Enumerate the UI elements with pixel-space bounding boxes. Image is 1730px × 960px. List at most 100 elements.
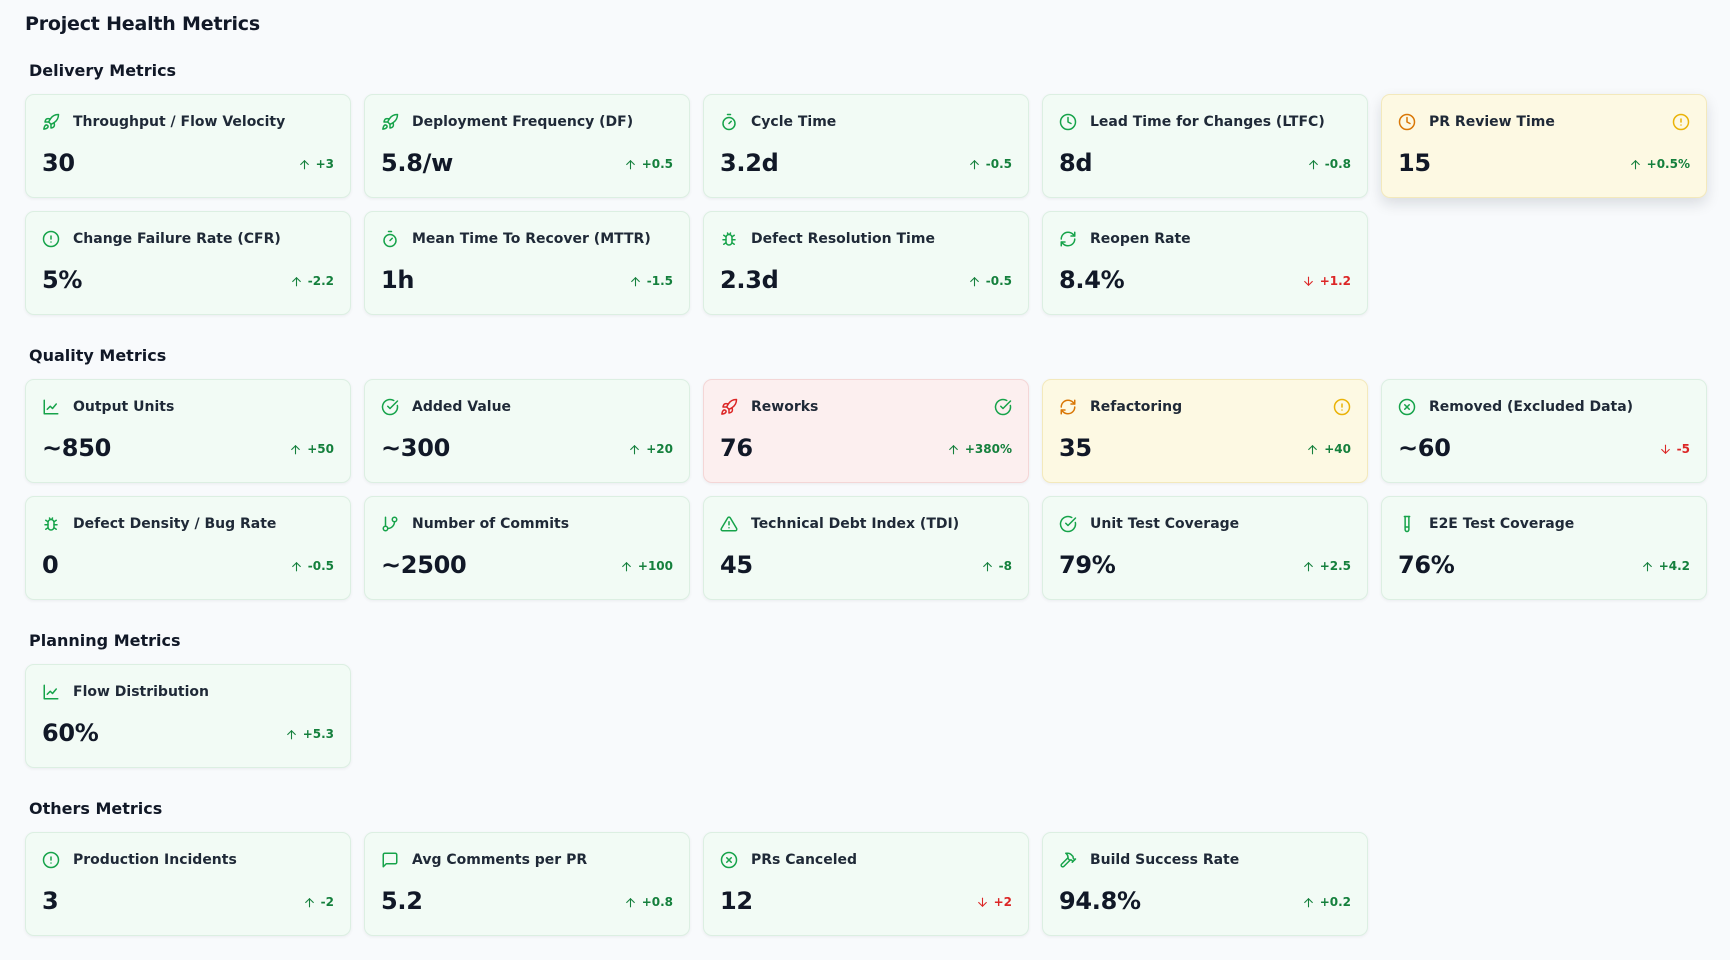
metric-value: 30 (42, 149, 75, 177)
metric-label: Unit Test Coverage (1090, 516, 1240, 532)
hammer-icon (1059, 851, 1077, 869)
metric-value: 5.2 (381, 887, 423, 915)
metric-card-reopen-rate[interactable]: Reopen Rate 8.4% +1.2 (1042, 211, 1368, 315)
metric-label: Number of Commits (412, 516, 570, 532)
status-alert-circle-icon[interactable] (1333, 398, 1351, 416)
metric-value: 94.8% (1059, 887, 1141, 915)
metric-value: 5% (42, 266, 83, 294)
arrow-up-icon (620, 560, 633, 573)
metric-card-technical-debt-index-tdi[interactable]: Technical Debt Index (TDI) 45 -8 (703, 496, 1029, 600)
refresh-icon (1059, 230, 1077, 248)
metric-label: Mean Time To Recover (MTTR) (412, 231, 651, 247)
metric-card-flow-distribution[interactable]: Flow Distribution 60% +5.3 (25, 664, 351, 768)
metric-card-deployment-frequency-df[interactable]: Deployment Frequency (DF) 5.8/w +0.5 (364, 94, 690, 198)
metric-grid: Flow Distribution 60% +5.3 (25, 664, 1707, 768)
metric-delta-value: +380% (964, 442, 1012, 456)
arrow-up-icon (629, 275, 642, 288)
metric-delta-value: +20 (646, 442, 673, 456)
message-square-icon (381, 851, 399, 869)
arrow-up-icon (290, 275, 303, 288)
arrow-up-icon (298, 158, 311, 171)
stopwatch-icon (381, 230, 399, 248)
metric-card-cycle-time[interactable]: Cycle Time 3.2d -0.5 (703, 94, 1029, 198)
arrow-up-icon (624, 158, 637, 171)
metric-value: 1h (381, 266, 415, 294)
metric-label: Defect Density / Bug Rate (73, 516, 277, 532)
metric-value: ~850 (42, 434, 112, 462)
x-circle-icon (720, 851, 738, 869)
arrow-down-icon (1659, 443, 1672, 456)
metric-value: 8d (1059, 149, 1093, 177)
status-check-circle-icon[interactable] (994, 398, 1012, 416)
metric-card-reworks[interactable]: Reworks 76 +380% (703, 379, 1029, 483)
rocket-icon (381, 113, 399, 131)
metric-card-defect-density-bug-rate[interactable]: Defect Density / Bug Rate 0 -0.5 (25, 496, 351, 600)
arrow-up-icon (289, 443, 302, 456)
metric-card-lead-time-for-changes-ltfc[interactable]: Lead Time for Changes (LTFC) 8d -0.8 (1042, 94, 1368, 198)
metric-card-defect-resolution-time[interactable]: Defect Resolution Time 2.3d -0.5 (703, 211, 1029, 315)
metric-label: Technical Debt Index (TDI) (751, 516, 960, 532)
arrow-up-icon (947, 443, 960, 456)
arrow-up-icon (303, 896, 316, 909)
metric-delta-value: +1.2 (1319, 274, 1351, 288)
metric-delta: -2 (303, 894, 334, 910)
metric-delta: +2.5 (1302, 558, 1351, 574)
metric-value: 5.8/w (381, 149, 453, 177)
metric-card-mean-time-to-recover-mttr[interactable]: Mean Time To Recover (MTTR) 1h -1.5 (364, 211, 690, 315)
metric-label: Build Success Rate (1090, 852, 1240, 868)
metric-delta: +0.8 (624, 894, 673, 910)
metric-delta: +0.5% (1629, 156, 1690, 172)
section-title: Others Metrics (29, 799, 163, 818)
metric-card-pr-review-time[interactable]: PR Review Time 15 +0.5% (1381, 94, 1707, 198)
metric-card-prs-canceled[interactable]: PRs Canceled 12 +2 (703, 832, 1029, 936)
page-title: Project Health Metrics (25, 13, 260, 35)
metric-delta: -0.5 (290, 558, 334, 574)
metric-value: 79% (1059, 551, 1116, 579)
metric-card-avg-comments-per-pr[interactable]: Avg Comments per PR 5.2 +0.8 (364, 832, 690, 936)
metric-card-number-of-commits[interactable]: Number of Commits ~2500 +100 (364, 496, 690, 600)
metric-delta: -5 (1659, 441, 1690, 457)
metric-label: Output Units (73, 399, 175, 415)
metric-delta-value: -0.5 (307, 559, 334, 573)
metric-delta-value: -2.2 (307, 274, 334, 288)
metric-card-removed-excluded-data[interactable]: Removed (Excluded Data) ~60 -5 (1381, 379, 1707, 483)
metric-delta-value: +50 (307, 442, 334, 456)
status-alert-circle-icon[interactable] (1672, 113, 1690, 131)
metric-card-e2e-test-coverage[interactable]: E2E Test Coverage 76% +4.2 (1381, 496, 1707, 600)
metric-label: Throughput / Flow Velocity (73, 114, 286, 130)
arrow-up-icon (290, 560, 303, 573)
metric-card-unit-test-coverage[interactable]: Unit Test Coverage 79% +2.5 (1042, 496, 1368, 600)
metric-value: ~300 (381, 434, 451, 462)
refresh-icon (1059, 398, 1077, 416)
metric-delta: +5.3 (285, 726, 334, 742)
section-title: Quality Metrics (29, 346, 167, 365)
section-title: Planning Metrics (29, 631, 181, 650)
metric-delta: +50 (289, 441, 334, 457)
metric-card-change-failure-rate-cfr[interactable]: Change Failure Rate (CFR) 5% -2.2 (25, 211, 351, 315)
delivery-metrics-section: Delivery Metrics Throughput / Flow Veloc… (25, 60, 1707, 315)
metric-delta-value: +4.2 (1658, 559, 1690, 573)
arrow-up-icon (1306, 443, 1319, 456)
arrow-up-icon (1302, 896, 1315, 909)
metric-grid: Throughput / Flow Velocity 30 +3 Deployment… (25, 94, 1707, 315)
check-circle-icon (1059, 515, 1077, 533)
metric-card-production-incidents[interactable]: Production Incidents 3 -2 (25, 832, 351, 936)
metric-delta-value: +0.5 (641, 157, 673, 171)
metric-label: Flow Distribution (73, 684, 210, 700)
metric-value: 3.2d (720, 149, 779, 177)
metric-delta: +4.2 (1641, 558, 1690, 574)
metric-delta: +380% (947, 441, 1012, 457)
metric-card-throughput-flow-velocity[interactable]: Throughput / Flow Velocity 30 +3 (25, 94, 351, 198)
metric-card-output-units[interactable]: Output Units ~850 +50 (25, 379, 351, 483)
line-chart-icon (42, 398, 60, 416)
line-chart-icon (42, 683, 60, 701)
arrow-up-icon (968, 275, 981, 288)
metric-card-refactoring[interactable]: Refactoring 35 +40 (1042, 379, 1368, 483)
metric-delta: -1.5 (629, 273, 673, 289)
metric-card-build-success-rate[interactable]: Build Success Rate 94.8% +0.2 (1042, 832, 1368, 936)
metric-delta: -8 (981, 558, 1012, 574)
metric-card-added-value[interactable]: Added Value ~300 +20 (364, 379, 690, 483)
metric-label: Refactoring (1090, 399, 1183, 415)
metric-delta-value: +40 (1324, 442, 1351, 456)
metric-delta: +0.5 (624, 156, 673, 172)
